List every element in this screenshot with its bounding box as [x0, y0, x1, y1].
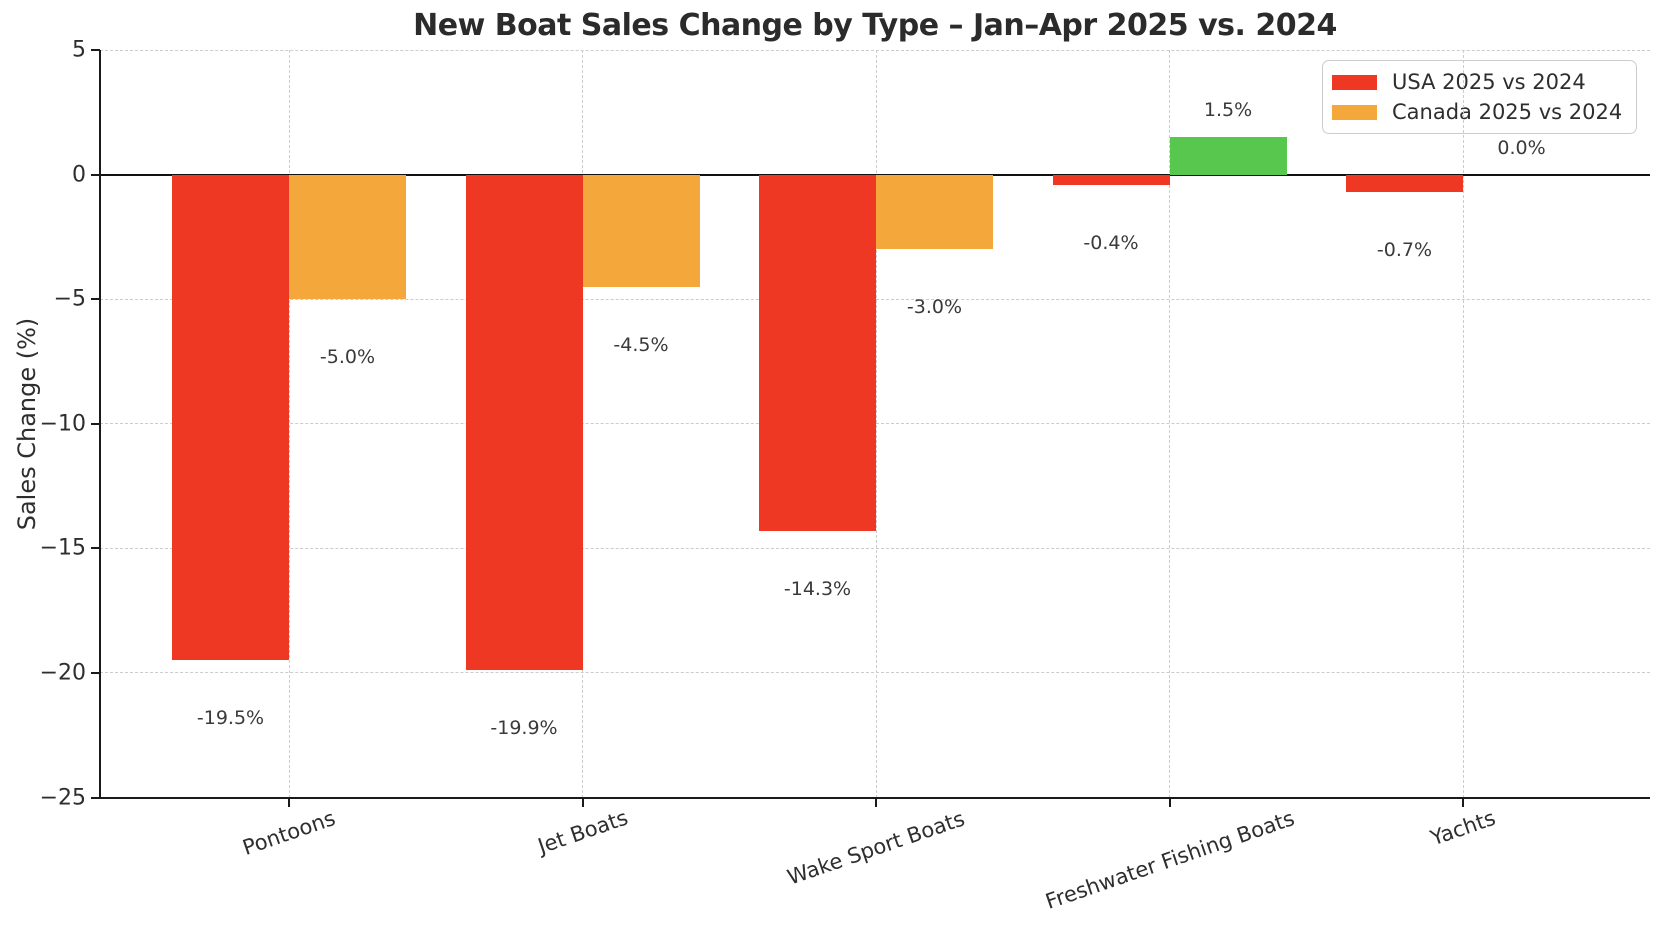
bar-canada-freshwater-fishing-boats — [1169, 137, 1287, 175]
y-tick-mark — [91, 796, 100, 799]
legend: USA 2025 vs 2024 Canada 2025 vs 2024 — [1322, 60, 1638, 135]
legend-label: USA 2025 vs 2024 — [1392, 70, 1586, 94]
y-tick-label: −15 — [39, 535, 86, 561]
gridline-horizontal — [100, 49, 1650, 51]
x-tick-label: Pontoons — [239, 805, 339, 860]
x-tick-label: Wake Sport Boats — [784, 806, 968, 890]
chart-title: New Boat Sales Change by Type – Jan–Apr … — [413, 8, 1337, 43]
x-tick-mark — [875, 797, 877, 807]
y-axis-label: Sales Change (%) — [13, 317, 41, 531]
value-label: -0.7% — [1376, 239, 1433, 262]
x-tick-label: Jet Boats — [534, 805, 631, 860]
x-tick-mark — [1462, 797, 1464, 807]
bar-usa-wake-sport-boats — [759, 174, 876, 531]
bar-usa-freshwater-fishing-boats — [1052, 174, 1170, 185]
y-tick-mark — [91, 298, 100, 301]
x-tick-mark — [1168, 797, 1171, 807]
value-label: -4.5% — [613, 333, 669, 356]
y-tick-label: −10 — [39, 411, 86, 437]
bar-usa-pontoons — [172, 174, 289, 661]
x-tick-label: Freshwater Fishing Boats — [1041, 806, 1298, 914]
x-tick-mark — [581, 797, 584, 807]
value-label: -3.0% — [906, 296, 963, 319]
legend-swatch-canada — [1332, 104, 1377, 120]
y-axis-line — [99, 50, 101, 799]
gridline-vertical — [1462, 50, 1464, 798]
bar-canada-wake-sport-boats — [876, 174, 993, 250]
bar-usa-yachts — [1346, 174, 1463, 193]
value-label: 0.0% — [1497, 136, 1546, 159]
legend-label: Canada 2025 vs 2024 — [1392, 100, 1623, 125]
value-label: -14.3% — [783, 577, 852, 600]
gridline-vertical — [875, 50, 877, 798]
gridline-horizontal — [100, 672, 1650, 674]
y-tick-label: 0 — [72, 162, 86, 188]
y-tick-mark — [91, 173, 100, 176]
y-tick-mark — [91, 671, 100, 674]
y-tick-label: −20 — [39, 660, 86, 686]
bar-canada-jet-boats — [582, 174, 700, 287]
value-label: -0.4% — [1083, 231, 1139, 254]
y-tick-mark — [91, 547, 100, 550]
bar-canada-pontoons — [289, 174, 406, 300]
gridline-horizontal — [100, 547, 1650, 549]
gridline-vertical — [1169, 50, 1170, 798]
x-tick-label: Yachts — [1427, 806, 1499, 851]
x-tick-mark — [288, 797, 290, 807]
gridline-vertical — [582, 50, 583, 798]
y-tick-mark — [91, 422, 100, 425]
bar-usa-jet-boats — [465, 174, 583, 671]
y-tick-label: −5 — [53, 286, 86, 312]
legend-item: Canada 2025 vs 2024 — [1332, 100, 1622, 124]
y-tick-mark — [91, 49, 100, 51]
y-tick-label: 5 — [72, 37, 86, 63]
gridline-vertical — [288, 50, 290, 798]
value-label: -19.5% — [196, 707, 265, 730]
value-label: -19.9% — [490, 717, 558, 740]
y-tick-label: −25 — [39, 785, 86, 810]
value-label: 1.5% — [1203, 99, 1253, 122]
legend-swatch-usa — [1332, 74, 1377, 90]
value-label: -5.0% — [319, 346, 376, 369]
legend-item: USA 2025 vs 2024 — [1332, 70, 1622, 94]
